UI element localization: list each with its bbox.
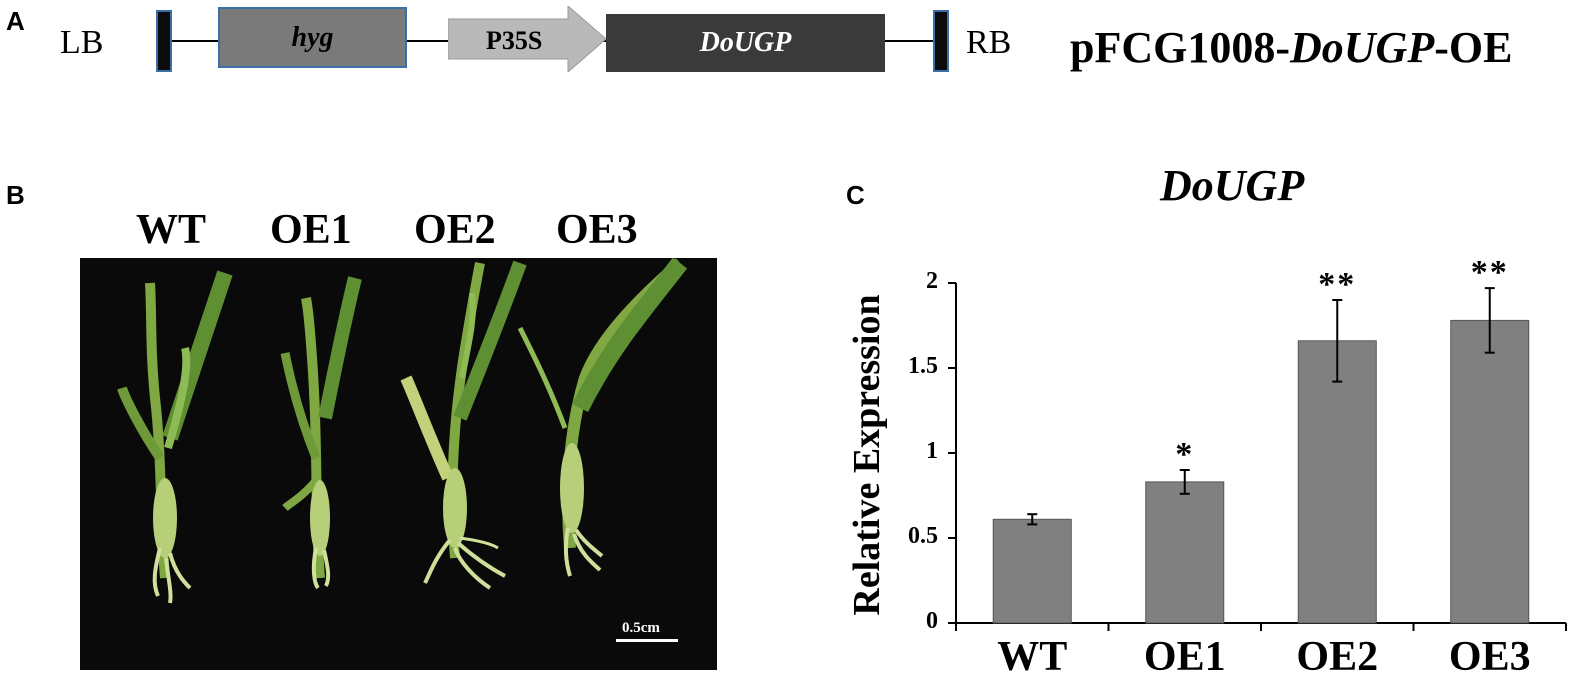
left-border-label: LB [60, 24, 104, 61]
x-tick-label: OE1 [1143, 634, 1226, 680]
photo-label-oe2: OE2 [414, 207, 496, 253]
dougp-gene-box: DoUGP [606, 14, 885, 72]
bar-oe1 [1145, 481, 1225, 624]
y-tick-label: 1.5 [908, 353, 938, 379]
plant-oe2 [400, 260, 527, 590]
construct-name-prefix: pFCG1008- [1070, 23, 1290, 72]
bar-oe2 [1297, 340, 1377, 624]
x-tick-label: OE2 [1296, 634, 1379, 680]
plant-photo-drawing [117, 258, 688, 642]
y-tick-label: 0 [926, 608, 938, 634]
panel-a-letter: A [6, 6, 25, 36]
significance-marker: ** [1318, 266, 1357, 303]
photo-label-wt: WT [136, 207, 207, 253]
bar-chart [948, 282, 1567, 631]
bar-wt [992, 518, 1072, 624]
y-tick-label: 0.5 [908, 523, 938, 549]
significance-marker: * [1175, 436, 1195, 473]
x-tick-label: WT [997, 634, 1068, 680]
y-tick-label: 2 [926, 268, 938, 294]
significance-marker: ** [1470, 254, 1509, 292]
promoter-label: P35S [486, 26, 543, 55]
dougp-gene-label: DoUGP [699, 27, 792, 58]
right-border-cap [933, 10, 949, 72]
scale-bar-line [616, 639, 678, 642]
construct-name-suffix: -OE [1434, 23, 1513, 72]
left-border-cap [156, 10, 172, 72]
panel-c-letter: C [846, 180, 865, 210]
construct-name: pFCG1008-DoUGP-OE [1070, 22, 1512, 73]
promoter-arrow [448, 6, 607, 72]
photo-label-oe1: OE1 [270, 207, 352, 253]
scale-bar-label: 0.5cm [622, 620, 660, 636]
plant-photo: 0.5cm [80, 258, 717, 670]
chart-title: DoUGP [1160, 161, 1305, 210]
plant-oe1 [280, 276, 362, 590]
x-tick-label: OE3 [1448, 634, 1531, 680]
hyg-marker-box: hyg [218, 7, 407, 68]
bar-oe3 [1450, 319, 1530, 624]
hyg-label: hyg [291, 21, 334, 53]
photo-label-oe3: OE3 [556, 207, 638, 253]
panel-b-letter: B [6, 180, 25, 210]
y-tick-label: 1 [926, 438, 938, 464]
right-border-label: RB [966, 24, 1012, 61]
plant-wt [117, 270, 233, 604]
plant-oe3 [517, 258, 688, 577]
construct-name-gene: DoUGP [1290, 23, 1435, 72]
